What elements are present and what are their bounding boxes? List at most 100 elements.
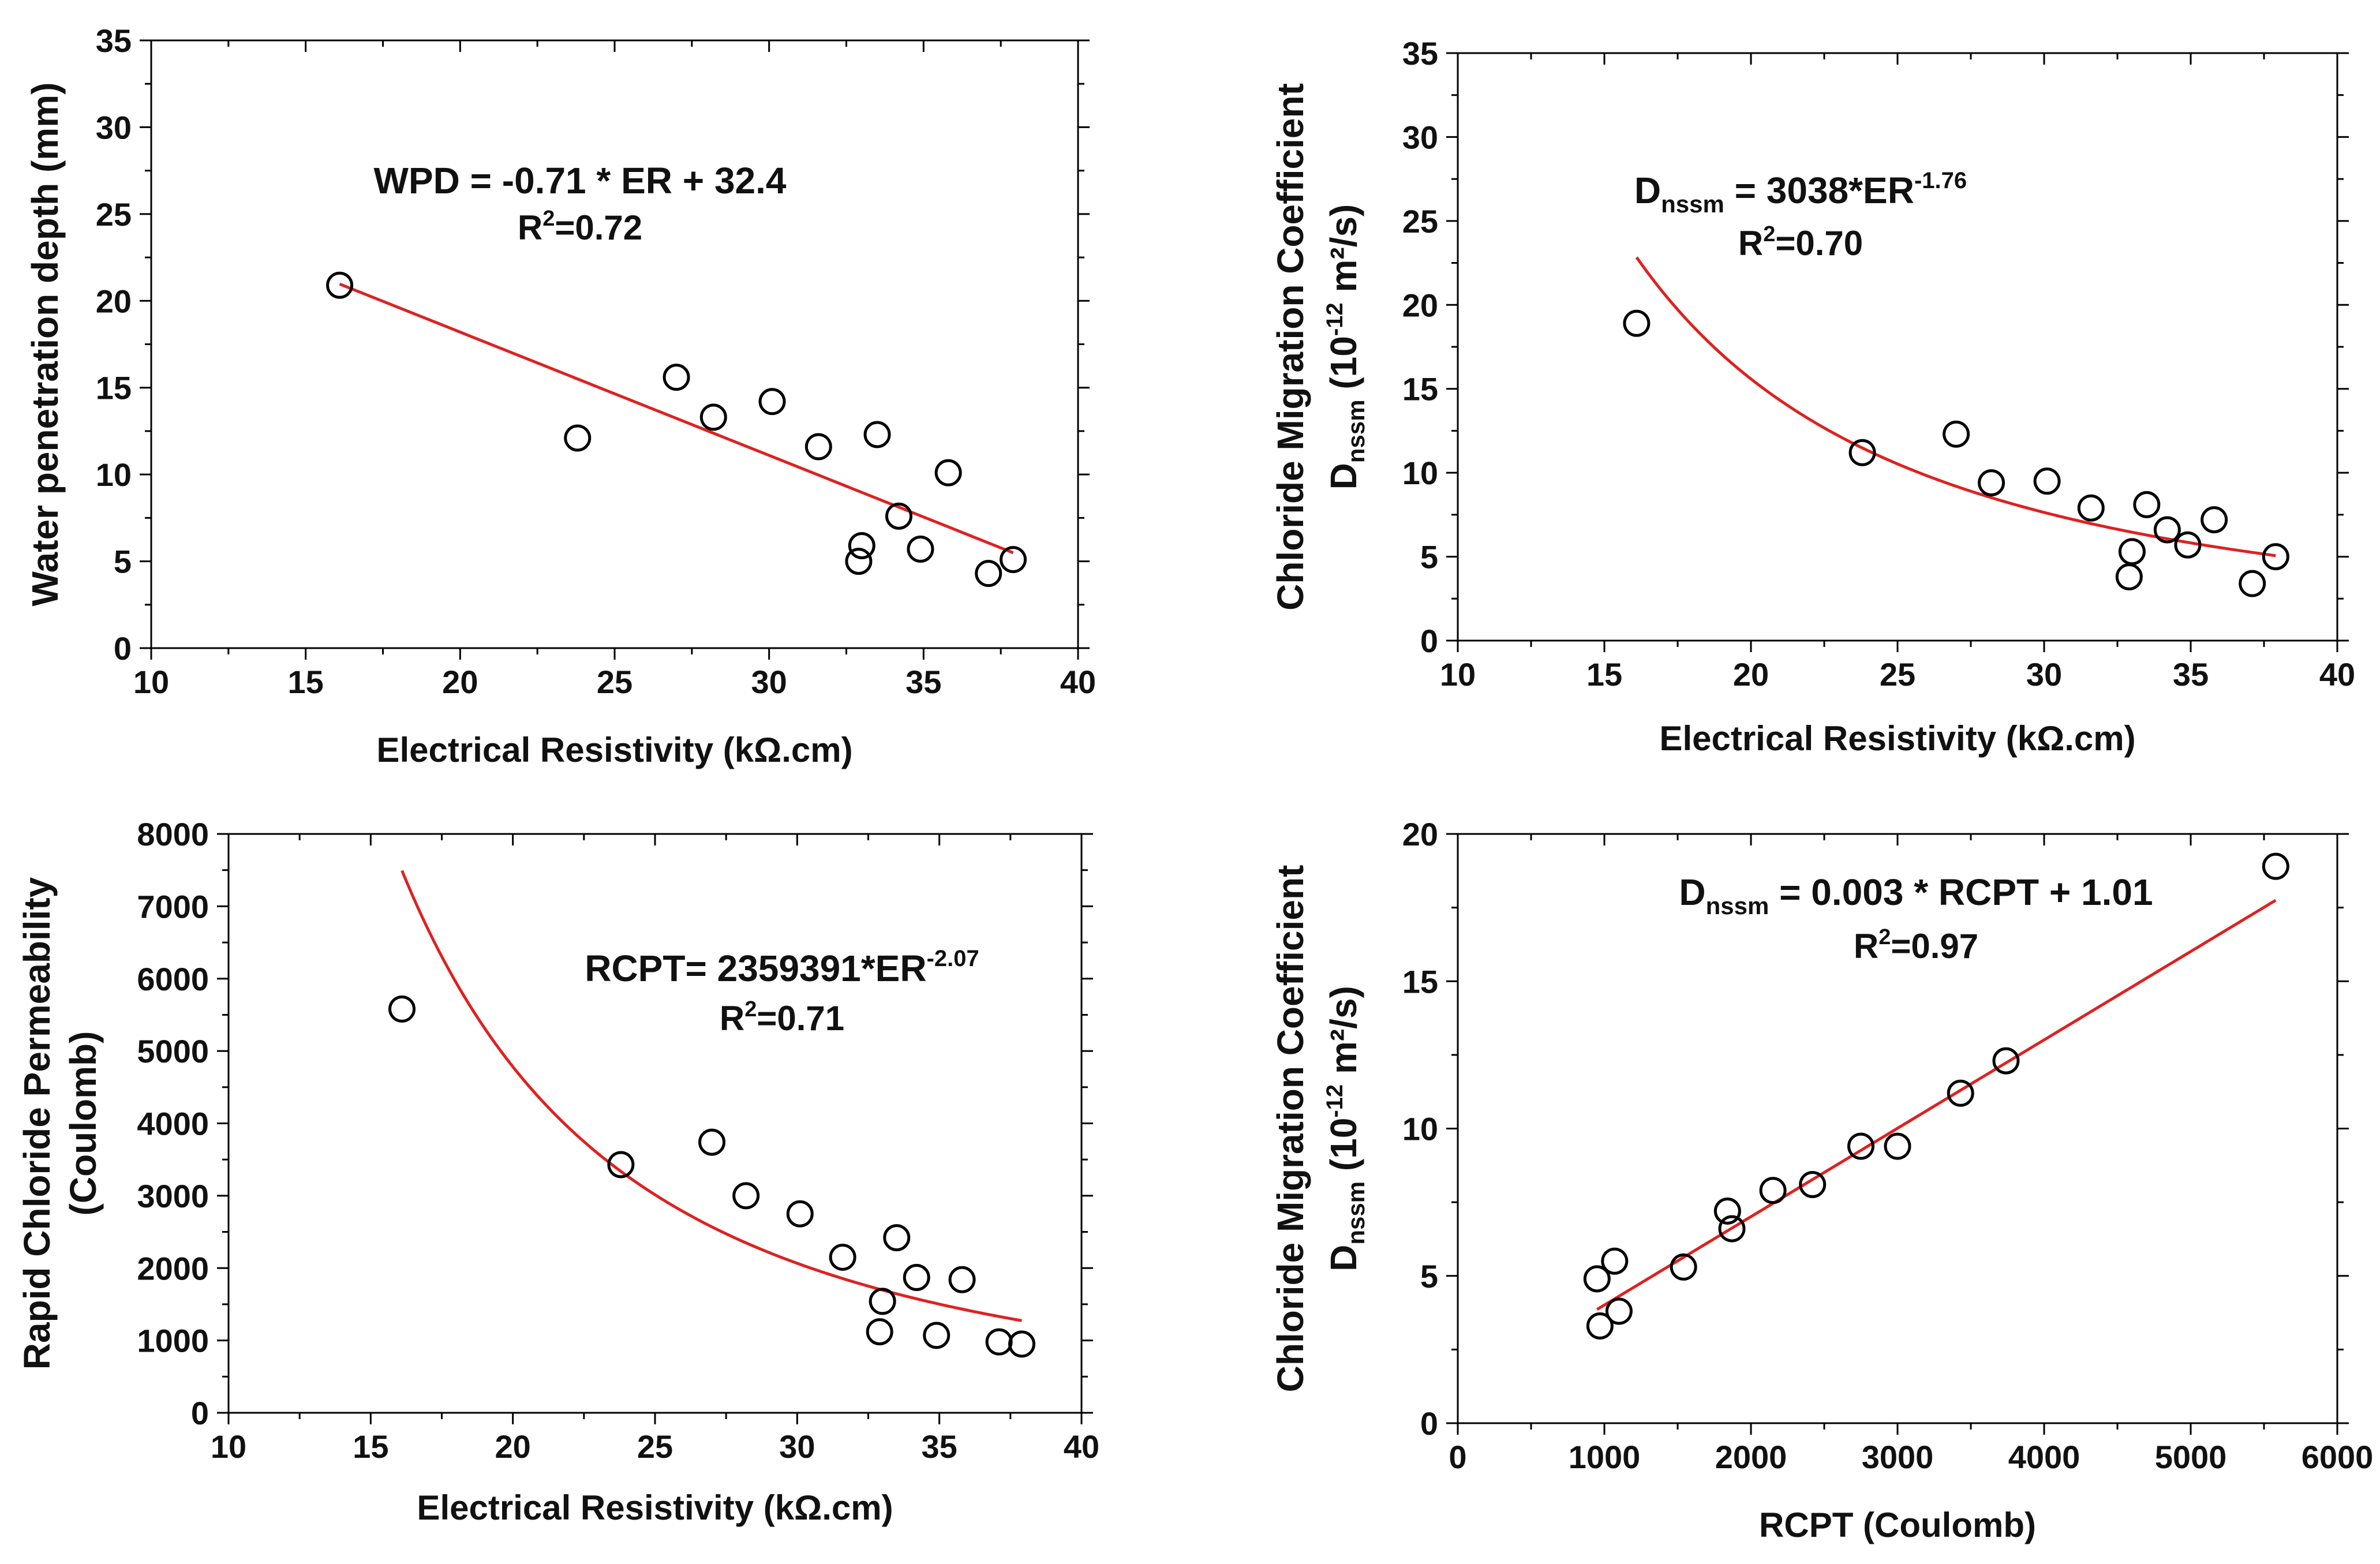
x-tick-label: 4000 bbox=[2008, 1439, 2080, 1475]
data-point bbox=[2153, 516, 2181, 544]
data-point bbox=[1008, 1330, 1036, 1358]
data-point bbox=[1670, 1253, 1697, 1281]
chart-rcpt-vs-er: 10 15 20 25 30 35 40 0 1000 2000 3000 4000 5000 6000 7… bbox=[16, 816, 1099, 1527]
data-point bbox=[885, 502, 913, 530]
data-point bbox=[1601, 1247, 1629, 1275]
data-point bbox=[848, 532, 875, 559]
y-tick-label: 15 bbox=[96, 370, 132, 406]
data-point bbox=[1718, 1215, 1746, 1243]
data-point bbox=[934, 459, 962, 487]
y-axis-label: Water penetration depth (mm) bbox=[24, 83, 66, 607]
y-tick-label: 15 bbox=[1402, 371, 1438, 407]
data-point bbox=[732, 1182, 760, 1210]
data-point bbox=[2262, 543, 2289, 571]
data-point bbox=[869, 1288, 896, 1315]
y-tick-label: 6000 bbox=[137, 961, 209, 997]
fit-line bbox=[1596, 899, 2277, 1311]
data-point bbox=[1847, 1132, 1874, 1160]
fit-line bbox=[401, 870, 1022, 1322]
plot-frame bbox=[150, 39, 1079, 649]
data-point bbox=[326, 271, 354, 299]
data-point bbox=[388, 995, 416, 1023]
data-point bbox=[758, 388, 786, 416]
data-point bbox=[866, 1318, 893, 1346]
x-axis-label: RCPT (Coulomb) bbox=[1759, 1506, 2036, 1544]
y-axis-label: Chloride Migration Coefficient bbox=[1270, 83, 1311, 611]
x-tick-label: 3000 bbox=[1862, 1439, 1934, 1475]
y-tick-label: 30 bbox=[1402, 119, 1438, 155]
data-point bbox=[1848, 439, 1876, 466]
x-tick-label: 2000 bbox=[1715, 1439, 1787, 1475]
fit-line bbox=[1635, 256, 2276, 557]
x-tick-label: 35 bbox=[905, 664, 941, 700]
fit-equation: WPD = -0.71 * ER + 32.4 bbox=[374, 160, 787, 201]
data-point bbox=[829, 1243, 856, 1271]
data-point bbox=[1605, 1297, 1633, 1325]
y-tick-label: 10 bbox=[1402, 1111, 1438, 1147]
data-point bbox=[1713, 1197, 1741, 1225]
data-point bbox=[1884, 1132, 1911, 1160]
x-tick-label: 35 bbox=[922, 1428, 957, 1465]
y-tick-label: 2000 bbox=[137, 1250, 209, 1286]
y-tick-label: 4000 bbox=[137, 1106, 209, 1142]
x-tick-label: 1000 bbox=[1569, 1439, 1641, 1475]
x-tick-label: 20 bbox=[1733, 656, 1769, 693]
y-tick-label: 30 bbox=[96, 109, 132, 145]
x-tick-label: 15 bbox=[1586, 656, 1622, 693]
data-point bbox=[607, 1151, 635, 1178]
x-axis-label: Electrical Resistivity (kΩ.cm) bbox=[417, 1488, 893, 1527]
plot-frame bbox=[227, 833, 1083, 1414]
data-point bbox=[1583, 1265, 1611, 1293]
data-point bbox=[907, 536, 934, 563]
x-tick-label: 10 bbox=[211, 1428, 246, 1465]
data-point bbox=[2033, 467, 2061, 495]
x-tick-label: 30 bbox=[751, 664, 787, 700]
data-point bbox=[2239, 570, 2266, 597]
x-tick-label: 25 bbox=[597, 664, 633, 700]
data-point bbox=[1978, 469, 2005, 497]
data-point bbox=[786, 1200, 814, 1228]
x-tick-label: 25 bbox=[637, 1428, 673, 1465]
y-tick-label: 5 bbox=[1420, 539, 1438, 575]
r-squared-label: R2=0.71 bbox=[720, 997, 844, 1038]
x-tick-label: 40 bbox=[1064, 1428, 1099, 1465]
fit-equation: Dnssm = 3038*ER-1.76 bbox=[1634, 168, 1967, 218]
x-tick-label: 10 bbox=[133, 664, 169, 700]
y-tick-label: 3000 bbox=[137, 1178, 209, 1214]
x-tick-label: 0 bbox=[1449, 1439, 1466, 1475]
y-tick-label: 35 bbox=[1402, 35, 1438, 72]
y-tick-label: 20 bbox=[96, 283, 132, 319]
x-tick-label: 15 bbox=[353, 1428, 388, 1465]
data-point bbox=[923, 1322, 950, 1349]
data-point bbox=[883, 1224, 911, 1252]
y-tick-label: 1000 bbox=[137, 1323, 209, 1359]
x-tick-label: 30 bbox=[2026, 656, 2062, 693]
data-point bbox=[863, 421, 891, 448]
data-point bbox=[698, 1128, 726, 1156]
x-tick-label: 10 bbox=[1440, 656, 1476, 693]
data-point bbox=[2262, 852, 2289, 880]
x-axis-label: Electrical Resistivity (kΩ.cm) bbox=[1659, 719, 2135, 758]
chart-dnssm-vs-er: 10 15 20 25 30 35 40 0 5 10 15 20 25 30 35 Electrical R… bbox=[1270, 35, 2355, 758]
x-tick-label: 20 bbox=[495, 1428, 531, 1465]
x-tick-label: 35 bbox=[2173, 656, 2209, 693]
r-squared-label: R2=0.72 bbox=[518, 207, 642, 247]
y-tick-label: 5 bbox=[114, 544, 132, 580]
data-point bbox=[1586, 1312, 1614, 1340]
data-point bbox=[804, 433, 832, 461]
r-squared-label: R2=0.97 bbox=[1854, 925, 1978, 966]
data-point bbox=[663, 364, 690, 391]
data-point bbox=[2201, 506, 2228, 534]
data-point bbox=[948, 1266, 976, 1293]
y-tick-label: 35 bbox=[96, 23, 132, 59]
x-tick-label: 40 bbox=[1060, 664, 1096, 700]
data-point bbox=[903, 1264, 930, 1292]
fit-equation: RCPT= 2359391*ER-2.07 bbox=[585, 946, 979, 989]
y-tick-label: 7000 bbox=[137, 888, 209, 925]
chart-wpd-vs-er: 10 15 20 25 30 35 40 0 5 10 15 20 25 30 35 Electrical R… bbox=[24, 23, 1096, 769]
y-tick-label: 8000 bbox=[137, 816, 209, 852]
x-tick-label: 6000 bbox=[2302, 1439, 2374, 1475]
x-tick-label: 15 bbox=[288, 664, 324, 700]
chart-dnssm-vs-rcpt: 0 1000 2000 3000 4000 5000 6000 0 5 10 15 20 RCPT (C… bbox=[1270, 816, 2373, 1544]
data-point bbox=[2118, 538, 2146, 566]
